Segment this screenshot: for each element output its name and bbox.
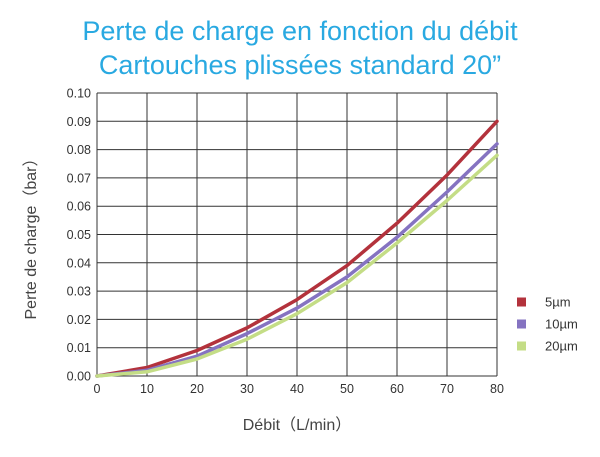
y-tick-label: 0.05	[67, 228, 91, 242]
data-point	[246, 332, 248, 335]
data-point	[446, 191, 448, 193]
data-point	[146, 366, 148, 369]
data-point	[246, 327, 248, 329]
chart-title-line-2: Cartouches plissées standard 20”	[98, 50, 502, 80]
series-lines	[95, 119, 499, 378]
x-tick-label: 10	[140, 382, 154, 396]
y-tick-label: 0.09	[67, 115, 91, 129]
x-tick-label: 60	[390, 382, 404, 396]
x-axis-label: Débit（L/min）	[243, 416, 351, 434]
y-tick-label: 0.03	[67, 285, 91, 299]
data-point	[446, 174, 448, 176]
legend: 5µm 10µm 20µm	[517, 295, 578, 354]
x-tick-label: 80	[490, 382, 504, 396]
data-point	[296, 307, 298, 309]
legend-swatch	[517, 341, 526, 351]
y-tick-label: 0.08	[67, 143, 91, 157]
grid-lines	[96, 92, 498, 377]
tick-labels: 0 10 20 30 40 50 60 70 80 0.00 0.01 0.02 0.03 0.04 0.0…	[67, 87, 504, 397]
data-point	[446, 199, 448, 202]
legend-label: 10µm	[545, 317, 578, 332]
data-point	[196, 349, 198, 352]
x-tick-label: 0	[94, 382, 101, 396]
x-tick-label: 70	[440, 382, 454, 396]
y-axis-label: Perte de charge（bar）	[22, 151, 40, 320]
data-point	[196, 358, 198, 360]
data-point	[296, 312, 298, 315]
data-point	[346, 281, 348, 284]
data-point	[246, 338, 248, 341]
legend-label: 5µm	[545, 295, 571, 310]
data-point	[346, 276, 348, 278]
legend-swatch	[517, 297, 526, 307]
x-tick-label: 40	[290, 382, 304, 396]
y-tick-label: 0.00	[67, 370, 91, 384]
x-tick-label: 20	[190, 382, 204, 396]
data-point	[496, 120, 498, 123]
legend-swatch	[517, 319, 526, 329]
legend-label: 20µm	[545, 339, 578, 354]
data-point	[396, 222, 398, 224]
data-point	[396, 236, 398, 239]
x-tick-label: 50	[340, 382, 354, 396]
data-point	[96, 375, 98, 377]
y-tick-label: 0.02	[67, 313, 91, 327]
y-tick-label: 0.10	[67, 87, 91, 101]
data-point	[196, 355, 198, 357]
data-point	[496, 143, 498, 145]
x-tick-label: 30	[240, 382, 254, 396]
y-tick-label: 0.07	[67, 171, 91, 185]
data-point	[296, 298, 298, 301]
data-point	[496, 154, 498, 157]
chart-title: Perte de charge en fonction du débit Car…	[0, 14, 600, 82]
y-tick-label: 0.06	[67, 200, 91, 214]
y-tick-label: 0.04	[67, 256, 91, 270]
chart-title-line-1: Perte de charge en fonction du débit	[82, 16, 518, 46]
data-point	[346, 264, 348, 267]
data-point	[396, 242, 398, 244]
y-tick-label: 0.01	[67, 341, 91, 355]
data-point	[146, 370, 148, 373]
